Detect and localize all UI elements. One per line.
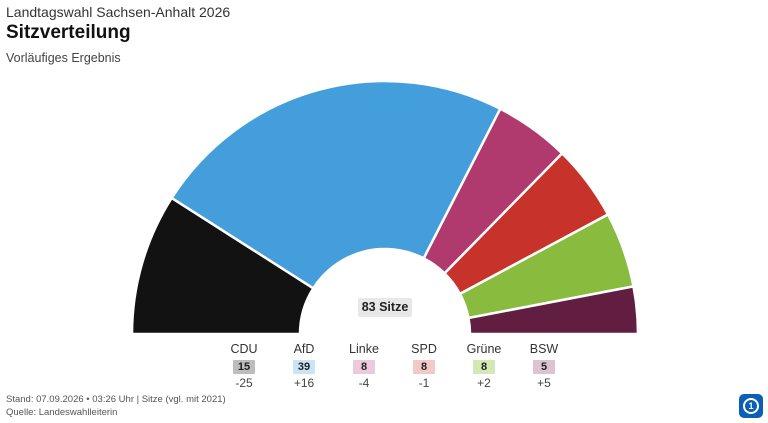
legend-seat-count: 8 <box>353 360 375 374</box>
chart-title: Sitzverteilung <box>6 22 131 43</box>
legend-seat-count: 5 <box>533 360 555 374</box>
legend-seat-change: +5 <box>537 376 551 390</box>
legend-item-spd: SPD 8 -1 <box>394 342 454 391</box>
total-seats-badge: 83 Sitze <box>358 298 412 317</box>
legend-seat-change: -1 <box>418 376 430 390</box>
segment-afd <box>170 79 502 290</box>
legend-party-name: CDU <box>230 342 258 356</box>
legend-party-name: Linke <box>349 342 379 356</box>
legend-seat-count: 8 <box>413 360 435 374</box>
chart-supertitle: Landtagswahl Sachsen-Anhalt 2026 <box>6 4 231 20</box>
legend-item-cdu: CDU 15 -25 <box>214 342 274 391</box>
legend-seat-change: +2 <box>477 376 491 390</box>
ard-logo-icon: 1 <box>739 394 763 418</box>
legend-item-grne: Grüne 8 +2 <box>454 342 514 391</box>
legend: CDU 15 -25 AfD 39 +16 Linke 8 -4 SPD 8 -1 Grüne 8 +2 BS… <box>0 342 768 390</box>
legend-party-name: AfD <box>293 342 315 356</box>
logo-glyph: 1 <box>745 400 757 412</box>
legend-item-afd: AfD 39 +16 <box>274 342 334 391</box>
legend-seat-count: 39 <box>293 360 315 374</box>
footer-status: Stand: 07.09.2026 • 03:26 Uhr | Sitze (v… <box>6 394 226 405</box>
legend-seat-count: 8 <box>473 360 495 374</box>
legend-seat-change: -25 <box>235 376 253 390</box>
segment-bsw <box>467 285 640 336</box>
legend-seat-count: 15 <box>233 360 255 374</box>
footer-source: Quelle: Landeswahlleiterin <box>6 407 118 418</box>
chart-subtitle: Vorläufiges Ergebnis <box>6 51 121 65</box>
legend-item-linke: Linke 8 -4 <box>334 342 394 391</box>
legend-seat-change: +16 <box>293 376 315 390</box>
legend-party-name: Grüne <box>466 342 502 356</box>
legend-party-name: SPD <box>411 342 437 356</box>
legend-item-bsw: BSW 5 +5 <box>514 342 574 391</box>
legend-party-name: BSW <box>529 342 559 356</box>
seat-segments <box>130 79 640 336</box>
legend-seat-change: -4 <box>358 376 370 390</box>
